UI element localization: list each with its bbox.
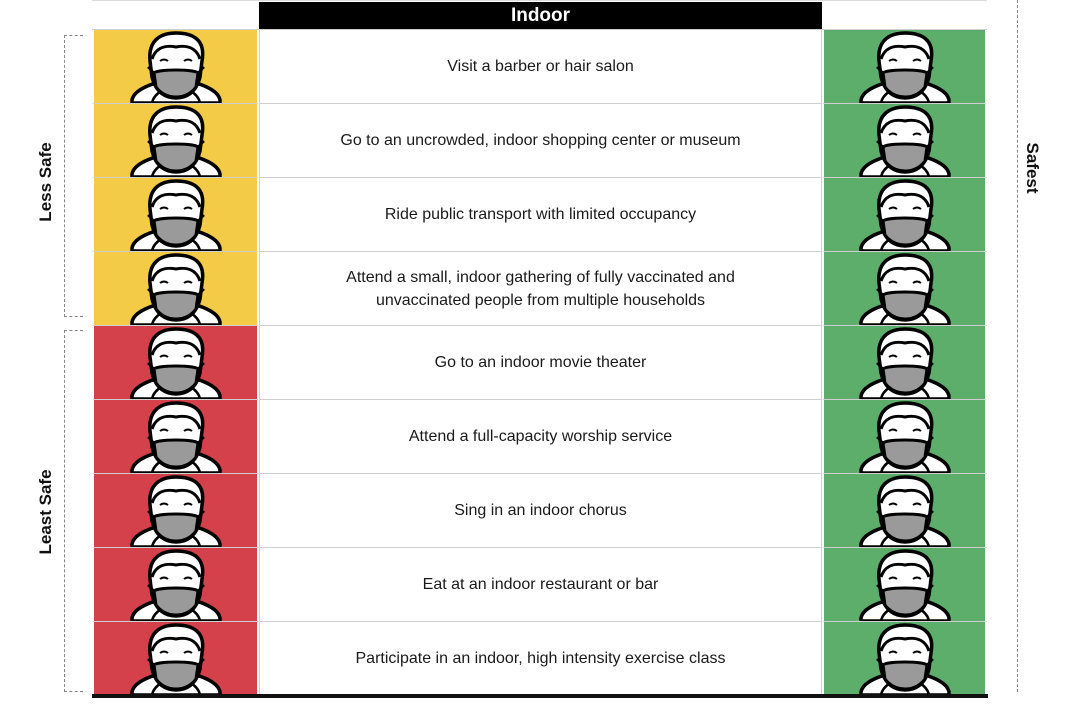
least-safe-icon-cell [92,548,259,622]
activity-label: Eat at an indoor restaurant or bar [422,576,659,593]
safest-icon-cell [822,622,987,696]
masked-face-icon [129,104,222,177]
safest-icon-cell [822,104,987,178]
least-safe-icon-cell [92,622,259,696]
less-safe-icon-cell [92,178,259,252]
masked-face-icon [129,548,222,621]
less-safe-bracket [64,35,83,317]
masked-face-icon [858,548,951,621]
safest-icon-cell [822,252,987,326]
masked-face-icon [129,178,222,251]
section-header: Indoor [259,2,822,29]
safest-icon-cell [822,178,987,252]
activity-text-cell: Ride public transport with limited occup… [259,178,822,252]
less-safe-label: Less Safe [36,142,55,222]
safest-icon-cell [822,474,987,548]
activity-text-cell: Sing in an indoor chorus [259,474,822,548]
less-safe-icon-cell [92,252,259,326]
activity-label: Attend a small, indoor gathering of full… [346,268,735,309]
safest-line [1017,0,1019,692]
top-rule [92,0,987,1]
activity-text-cell: Go to an indoor movie theater [259,326,822,400]
activity-label: Ride public transport with limited occup… [384,206,697,223]
activity-label: Sing in an indoor chorus [454,502,627,519]
activity-text-cell: Attend a small, indoor gathering of full… [259,252,822,326]
masked-face-icon [129,30,222,103]
masked-face-icon [858,474,951,547]
masked-face-icon [858,178,951,251]
masked-face-icon [129,622,222,695]
activity-label: Go to an uncrowded, indoor shopping cent… [340,132,741,149]
safest-icon-cell [822,548,987,622]
masked-face-icon [858,30,951,103]
activity-label: Visit a barber or hair salon [447,58,634,75]
activity-text-cell: Participate in an indoor, high intensity… [259,622,822,696]
masked-face-icon [129,252,222,325]
activity-text-cell: Go to an uncrowded, indoor shopping cent… [259,104,822,178]
activity-table: Visit a barber or hair salon Go to an unc… [92,29,987,696]
masked-face-icon [858,622,951,695]
safest-icon-cell [822,400,987,474]
masked-face-icon [858,400,951,473]
safest-icon-cell [822,326,987,400]
least-safe-icon-cell [92,400,259,474]
masked-face-icon [858,326,951,399]
masked-face-icon [858,252,951,325]
bottom-rule [92,694,988,698]
masked-face-icon [129,400,222,473]
safest-icon-cell [822,30,987,104]
least-safe-icon-cell [92,326,259,400]
less-safe-icon-cell [92,30,259,104]
activity-label: Participate in an indoor, high intensity… [355,650,726,667]
masked-face-icon [129,474,222,547]
least-safe-label: Least Safe [36,469,55,555]
activity-text-cell: Visit a barber or hair salon [259,30,822,104]
least-safe-bracket [64,330,83,692]
masked-face-icon [858,104,951,177]
less-safe-icon-cell [92,104,259,178]
safest-label: Safest [1023,142,1042,194]
activity-label: Go to an indoor movie theater [434,354,647,371]
activity-text-cell: Attend a full-capacity worship service [259,400,822,474]
activity-text-cell: Eat at an indoor restaurant or bar [259,548,822,622]
masked-face-icon [129,326,222,399]
least-safe-icon-cell [92,474,259,548]
activity-label: Attend a full-capacity worship service [408,428,673,445]
